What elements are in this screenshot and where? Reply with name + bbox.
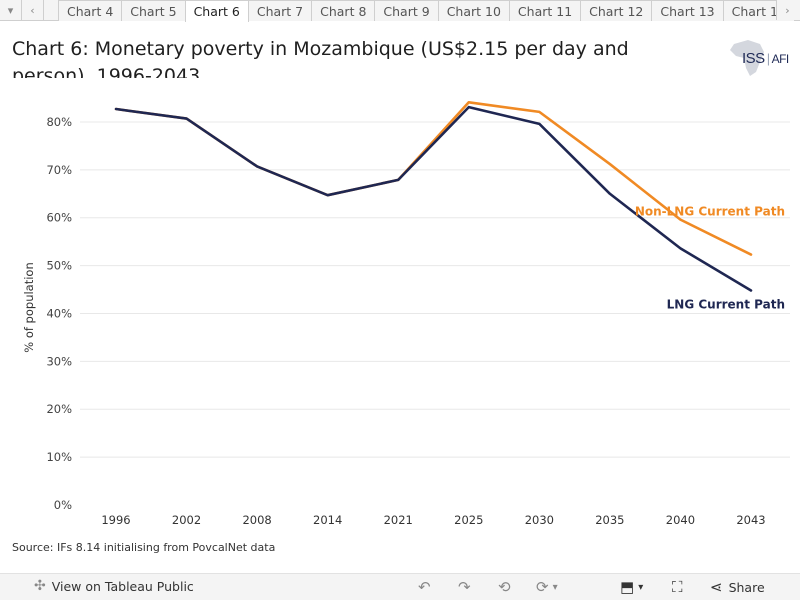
fullscreen-icon: ⛶ [672, 578, 683, 596]
tab-chart-12[interactable]: Chart 12 [580, 0, 653, 21]
bottom-toolbar: ✣ View on Tableau Public ↶ ↷ ⟲ ⟳ ▾ ⬒ ▾ ⛶ ⋖… [0, 573, 800, 600]
chevron-left-icon: ‹ [30, 3, 35, 17]
x-tick-label: 2025 [454, 513, 483, 527]
tab-chart-6[interactable]: Chart 6 [184, 0, 249, 22]
share-label: Share [728, 579, 765, 595]
refresh-icon: ⟳ [536, 578, 549, 596]
series-line-non-lng-current-path [114, 101, 753, 256]
caret-down-icon: ▾ [552, 581, 558, 593]
caret-down-icon: ▾ [638, 581, 644, 593]
download-icon: ⬒ [620, 578, 635, 596]
chevron-right-icon: › [785, 3, 790, 17]
africa-map-icon [730, 40, 764, 76]
y-tick-label: 0% [54, 498, 72, 512]
y-tick-label: 30% [46, 354, 72, 368]
revert-icon: ⟲ [498, 578, 511, 596]
caret-down-icon: ▾ [7, 3, 14, 17]
undo-button[interactable]: ↶ [418, 578, 431, 596]
series-line-lng-current-path [114, 105, 753, 292]
series-label-lng-current-path: LNG Current Path [667, 297, 785, 311]
x-tick-label: 2043 [736, 513, 765, 527]
y-tick-label: 80% [46, 115, 72, 129]
tab-chart-11[interactable]: Chart 11 [508, 0, 582, 21]
fullscreen-button[interactable]: ⛶ [672, 578, 683, 596]
x-tick-label: 2021 [384, 513, 413, 527]
tab-chart-7[interactable]: Chart 7 [247, 0, 313, 21]
x-tick-label: 2030 [525, 513, 554, 527]
share-button[interactable]: ⋖ Share [710, 578, 765, 596]
x-tick-label: 1996 [101, 513, 130, 527]
tab-chart-9[interactable]: Chart 9 [374, 0, 439, 21]
series-label-non-lng-current-path: Non-LNG Current Path [635, 205, 785, 219]
source-note: Source: IFs 8.14 initialising from Povca… [12, 541, 276, 554]
y-tick-label: 50% [46, 259, 72, 273]
x-tick-label: 2014 [313, 513, 342, 527]
chart-title: Chart 6: Monetary poverty in Mozambique … [12, 38, 629, 78]
view-on-tableau-label: View on Tableau Public [51, 578, 194, 594]
redo-icon: ↷ [458, 578, 471, 596]
x-tick-label: 2035 [595, 513, 624, 527]
tableau-logo-icon: ✣ [34, 578, 46, 594]
tab-chart-10[interactable]: Chart 10 [437, 0, 510, 21]
x-tick-label: 2040 [666, 513, 695, 527]
tab-menu-dropdown[interactable]: ▾ [0, 0, 22, 20]
logo-sub: AFI [771, 52, 790, 66]
tab-chart-13[interactable]: Chart 13 [651, 0, 724, 21]
y-tick-label: 10% [46, 450, 72, 464]
y-tick-label: 20% [46, 402, 72, 416]
tab-chart-8[interactable]: Chart 8 [311, 0, 376, 21]
download-button[interactable]: ⬒ ▾ [620, 578, 643, 596]
y-tick-label: 40% [46, 306, 72, 320]
refresh-button[interactable]: ⟳ ▾ [536, 578, 558, 596]
logo-text: ISS | AFI [742, 50, 789, 67]
logo-main: ISS [742, 50, 765, 67]
revert-button[interactable]: ⟲ [498, 578, 511, 596]
x-tick-label: 2008 [242, 513, 271, 527]
y-tick-label: 70% [46, 163, 72, 177]
line-chart: 0% 10% 20% 30% 40% 50% 60% 70% 80% % of populatio… [22, 101, 790, 527]
redo-button[interactable]: ↷ [458, 578, 471, 596]
x-tick-label: 2002 [172, 513, 201, 527]
tab-chart-4[interactable]: Chart 4 [58, 0, 123, 21]
y-tick-label: 60% [46, 211, 72, 225]
undo-icon: ↶ [418, 578, 431, 596]
tab-scroll-right-button[interactable]: › [776, 0, 798, 20]
tab-scroll-left-button[interactable]: ‹ [22, 0, 44, 20]
tab-list: Chart 4 Chart 5 Chart 6 Chart 7 Chart 8 Chart… [58, 0, 795, 22]
view-on-tableau-public-link[interactable]: ✣ View on Tableau Public [34, 578, 194, 594]
iss-logo: ISS | AFI [726, 38, 792, 78]
tab-chart-5[interactable]: Chart 5 [121, 0, 186, 21]
y-axis-label: % of population [22, 262, 36, 353]
share-icon: ⋖ [710, 578, 723, 596]
